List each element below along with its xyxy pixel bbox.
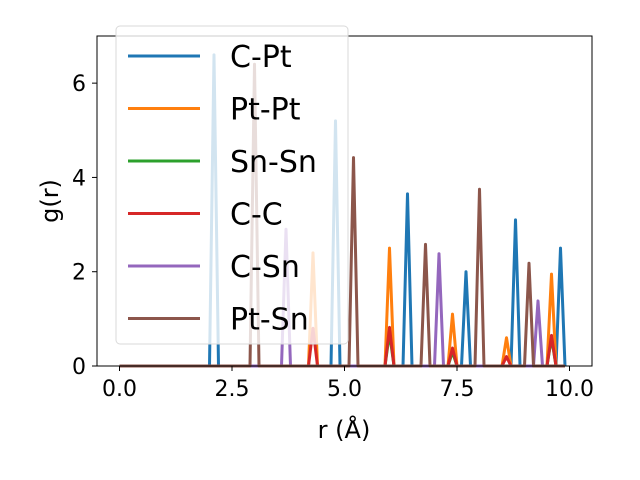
legend-label-c-c: C-C [230, 198, 283, 233]
legend-label-pt-pt: Pt-Pt [230, 93, 301, 128]
y-tick-label: 0 [72, 355, 86, 380]
legend-label-pt-sn: Pt-Sn [230, 303, 309, 338]
y-tick-label: 4 [72, 166, 86, 191]
legend-label-sn-sn: Sn-Sn [230, 145, 317, 180]
x-tick-label: 2.5 [215, 377, 250, 402]
x-tick-label: 10.0 [545, 377, 594, 402]
legend-label-c-sn: C-Sn [230, 250, 300, 285]
x-axis: 0.0 2.5 5.0 7.5 10.0 [102, 366, 594, 402]
y-axis: 0 2 4 6 [72, 72, 97, 380]
y-axis-label: g(r) [36, 179, 64, 223]
legend-label-c-pt: C-Pt [230, 40, 292, 75]
y-tick-label: 6 [72, 72, 86, 97]
x-tick-label: 5.0 [327, 377, 362, 402]
y-tick-label: 2 [72, 261, 86, 286]
x-tick-label: 7.5 [440, 377, 475, 402]
x-tick-label: 0.0 [102, 377, 137, 402]
x-axis-label: r (Å) [318, 415, 371, 444]
legend: C-Pt Pt-Pt Sn-Sn C-C C-Sn Pt-Sn [115, 25, 349, 345]
